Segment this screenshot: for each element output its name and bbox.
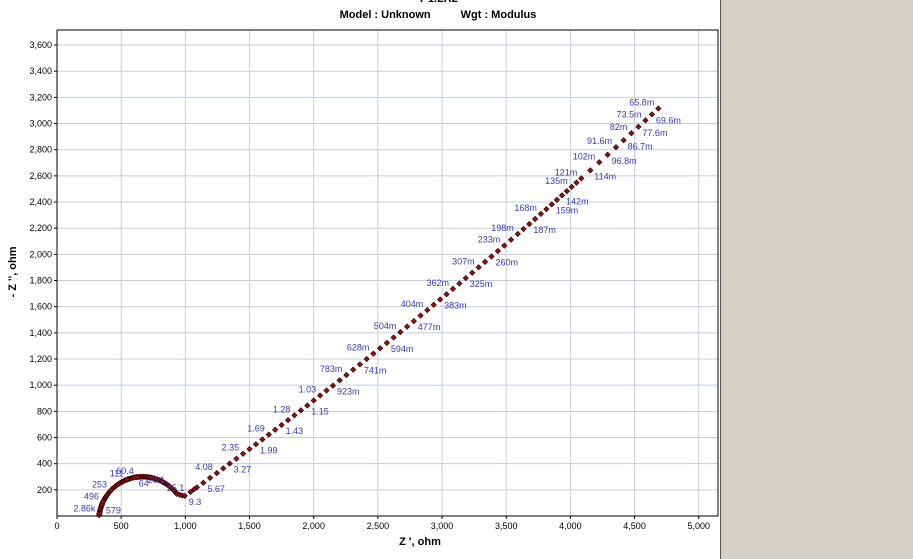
svg-text:260m: 260m	[495, 257, 518, 267]
svg-text:628m: 628m	[347, 343, 370, 353]
svg-text:1.99: 1.99	[260, 445, 278, 455]
svg-text:121m: 121m	[555, 167, 578, 177]
svg-text:2,800: 2,800	[29, 145, 52, 155]
svg-text:168m: 168m	[514, 203, 537, 213]
svg-text:477m: 477m	[418, 322, 441, 332]
svg-text:783m: 783m	[320, 364, 343, 374]
svg-text:60.4: 60.4	[116, 466, 134, 476]
model-label: Model : Unknown	[339, 9, 431, 21]
svg-text:86.7m: 86.7m	[628, 141, 653, 151]
svg-text:2,400: 2,400	[29, 197, 52, 207]
svg-text:69.6m: 69.6m	[656, 115, 681, 125]
svg-text:1,500: 1,500	[238, 521, 261, 531]
window-background	[721, 0, 913, 559]
svg-text:1,400: 1,400	[29, 328, 52, 338]
svg-text:142m: 142m	[566, 196, 589, 206]
svg-text:2,000: 2,000	[29, 249, 52, 259]
svg-text:2.86k: 2.86k	[73, 504, 96, 514]
svg-text:1.69: 1.69	[247, 424, 265, 434]
x-axis-title: Z ', ohm	[399, 536, 441, 548]
svg-text:3,600: 3,600	[29, 40, 52, 50]
svg-text:198m: 198m	[491, 223, 514, 233]
svg-text:504m: 504m	[374, 321, 397, 331]
svg-text:2.35: 2.35	[222, 443, 240, 453]
svg-text:496: 496	[84, 492, 99, 502]
svg-text:600: 600	[37, 433, 52, 443]
svg-text:96.8m: 96.8m	[612, 156, 637, 166]
svg-text:325m: 325m	[470, 279, 493, 289]
svg-text:400: 400	[37, 459, 52, 469]
svg-text:20.1: 20.1	[148, 475, 166, 485]
svg-text:923m: 923m	[337, 387, 360, 397]
nyquist-plot[interactable]: 0 500 1,000 1,500 2,000 2,500 3,000 3,500 4,000 4…	[0, 0, 720, 559]
svg-text:77.6m: 77.6m	[642, 128, 667, 138]
svg-text:741m: 741m	[364, 365, 387, 375]
tick-labels-layer: 0 500 1,000 1,500 2,000 2,500 3,000 3,500 4,000 4…	[29, 40, 710, 531]
svg-text:1.15: 1.15	[311, 406, 329, 416]
svg-text:800: 800	[37, 406, 52, 416]
svg-text:1,200: 1,200	[29, 354, 52, 364]
svg-text:5.67: 5.67	[207, 484, 225, 494]
svg-text:3,200: 3,200	[29, 92, 52, 102]
svg-text:25.1: 25.1	[167, 483, 185, 493]
svg-text:3,500: 3,500	[495, 521, 518, 531]
svg-text:1.28: 1.28	[273, 404, 291, 414]
points-layer	[95, 105, 662, 519]
svg-text:1,600: 1,600	[29, 302, 52, 312]
svg-text:383m: 383m	[444, 300, 467, 310]
svg-text:2,500: 2,500	[367, 521, 390, 531]
svg-text:2,600: 2,600	[29, 171, 52, 181]
svg-text:111: 111	[110, 468, 124, 478]
svg-text:65.8m: 65.8m	[629, 97, 654, 107]
svg-text:64: 64	[139, 478, 149, 488]
svg-text:200: 200	[37, 485, 52, 495]
svg-text:3,000: 3,000	[29, 119, 52, 129]
svg-text:1.43: 1.43	[286, 426, 304, 436]
svg-text:579: 579	[106, 506, 121, 516]
chart-title: T-1.LR2	[80, 0, 796, 6]
svg-text:4,500: 4,500	[623, 521, 646, 531]
svg-text:1.03: 1.03	[299, 385, 317, 395]
svg-text:253: 253	[92, 479, 107, 489]
axis-layer	[54, 29, 719, 519]
y-axis-title: - Z '', ohm	[7, 246, 19, 298]
svg-text:594m: 594m	[391, 344, 414, 354]
svg-text:2,000: 2,000	[302, 521, 325, 531]
svg-text:135m: 135m	[545, 176, 568, 186]
svg-text:9.3: 9.3	[189, 497, 202, 507]
svg-text:91.6m: 91.6m	[587, 136, 612, 146]
svg-text:4.08: 4.08	[195, 462, 213, 472]
svg-text:187m: 187m	[533, 225, 556, 235]
svg-text:362m: 362m	[426, 278, 449, 288]
svg-text:114m: 114m	[594, 171, 616, 181]
svg-text:102m: 102m	[573, 151, 596, 161]
svg-text:1,000: 1,000	[174, 521, 197, 531]
svg-text:159m: 159m	[556, 205, 579, 215]
chart-subtitle: Model : Unknown Wgt : Modulus	[80, 9, 796, 21]
svg-text:2,200: 2,200	[29, 223, 52, 233]
svg-text:3,000: 3,000	[431, 521, 454, 531]
svg-text:3.27: 3.27	[234, 465, 252, 475]
svg-text:1,000: 1,000	[29, 380, 52, 390]
weight-label: Wgt : Modulus	[460, 9, 537, 21]
svg-text:233m: 233m	[478, 235, 501, 245]
svg-text:4,000: 4,000	[559, 521, 582, 531]
svg-text:307m: 307m	[452, 256, 475, 266]
svg-text:3,400: 3,400	[29, 66, 52, 76]
svg-text:5,000: 5,000	[687, 521, 710, 531]
svg-text:404m: 404m	[401, 299, 424, 309]
grid-layer	[57, 30, 718, 516]
svg-text:82m: 82m	[610, 122, 628, 132]
svg-text:500: 500	[114, 521, 129, 531]
svg-text:73.5m: 73.5m	[616, 109, 641, 119]
svg-text:1,800: 1,800	[29, 276, 52, 286]
svg-text:0: 0	[54, 521, 59, 531]
